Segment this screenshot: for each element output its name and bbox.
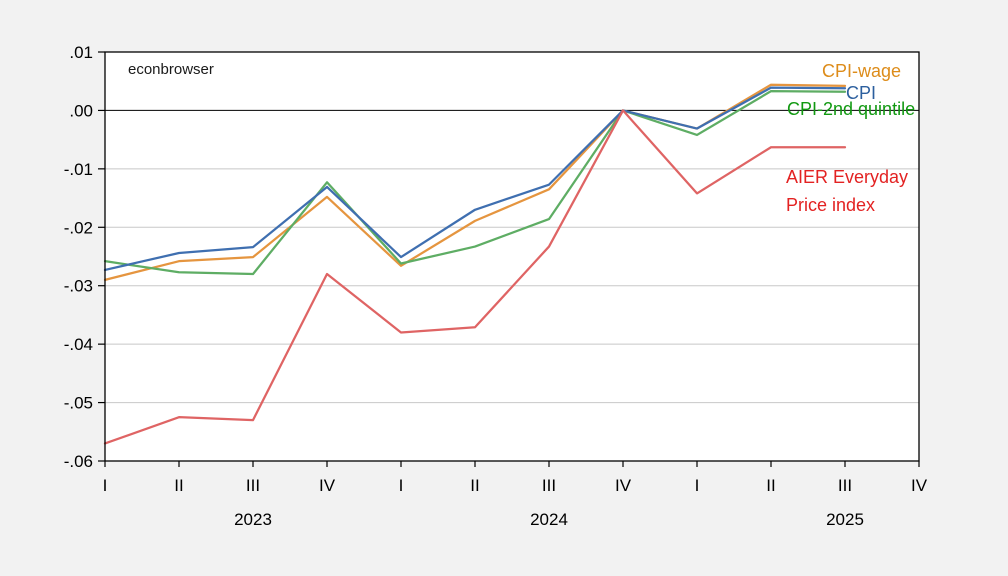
x-axis-quarter-label: IV bbox=[911, 476, 928, 495]
y-axis-label: .00 bbox=[69, 101, 93, 120]
series-line-aier-everyday-price-index bbox=[103, 109, 847, 445]
plot-frame bbox=[104, 51, 920, 462]
watermark-text: econbrowser bbox=[128, 61, 214, 78]
x-axis-quarter-label: I bbox=[103, 476, 108, 495]
y-axis-label: -.02 bbox=[64, 218, 93, 237]
series-line-cpi bbox=[103, 86, 847, 272]
y-axis-label: -.03 bbox=[64, 277, 93, 296]
series-label-cpi: CPI bbox=[846, 83, 876, 103]
chart-generated-under-layer: .01.00-.01-.02-.03-.04-.05-.06I II III IV I I… bbox=[64, 43, 928, 529]
x-axis-quarter-label: II bbox=[174, 476, 183, 495]
x-axis-quarter-label: IV bbox=[319, 476, 336, 495]
series-label-aier-line1: AIER Everyday bbox=[786, 167, 908, 187]
series-line-cpi-2nd-quintile bbox=[103, 90, 847, 276]
y-axis-label: -.05 bbox=[64, 394, 93, 413]
y-axis-label: -.06 bbox=[64, 452, 93, 471]
x-axis-quarter-label: III bbox=[246, 476, 260, 495]
x-axis-year-label: 2025 bbox=[826, 510, 864, 529]
x-axis-quarter-label: III bbox=[542, 476, 556, 495]
x-axis-quarter-label: II bbox=[470, 476, 479, 495]
x-axis-quarter-label: IV bbox=[615, 476, 632, 495]
x-axis-year-label: 2024 bbox=[530, 510, 568, 529]
plot-area bbox=[105, 52, 919, 461]
series-label-cpi-2nd-quintile: CPI-2nd quintile bbox=[787, 99, 915, 119]
x-axis-quarter-label: I bbox=[695, 476, 700, 495]
y-axis-label: .01 bbox=[69, 43, 93, 62]
series-label-cpi-wage: CPI-wage bbox=[822, 61, 901, 81]
x-axis-quarter-label: II bbox=[766, 476, 775, 495]
x-axis-quarter-label: III bbox=[838, 476, 852, 495]
x-axis-year-label: 2023 bbox=[234, 510, 272, 529]
y-axis-label: -.01 bbox=[64, 160, 93, 179]
series-label-aier-line2: Price index bbox=[786, 195, 875, 215]
y-axis-label: -.04 bbox=[64, 335, 93, 354]
x-axis-quarter-label: I bbox=[399, 476, 404, 495]
